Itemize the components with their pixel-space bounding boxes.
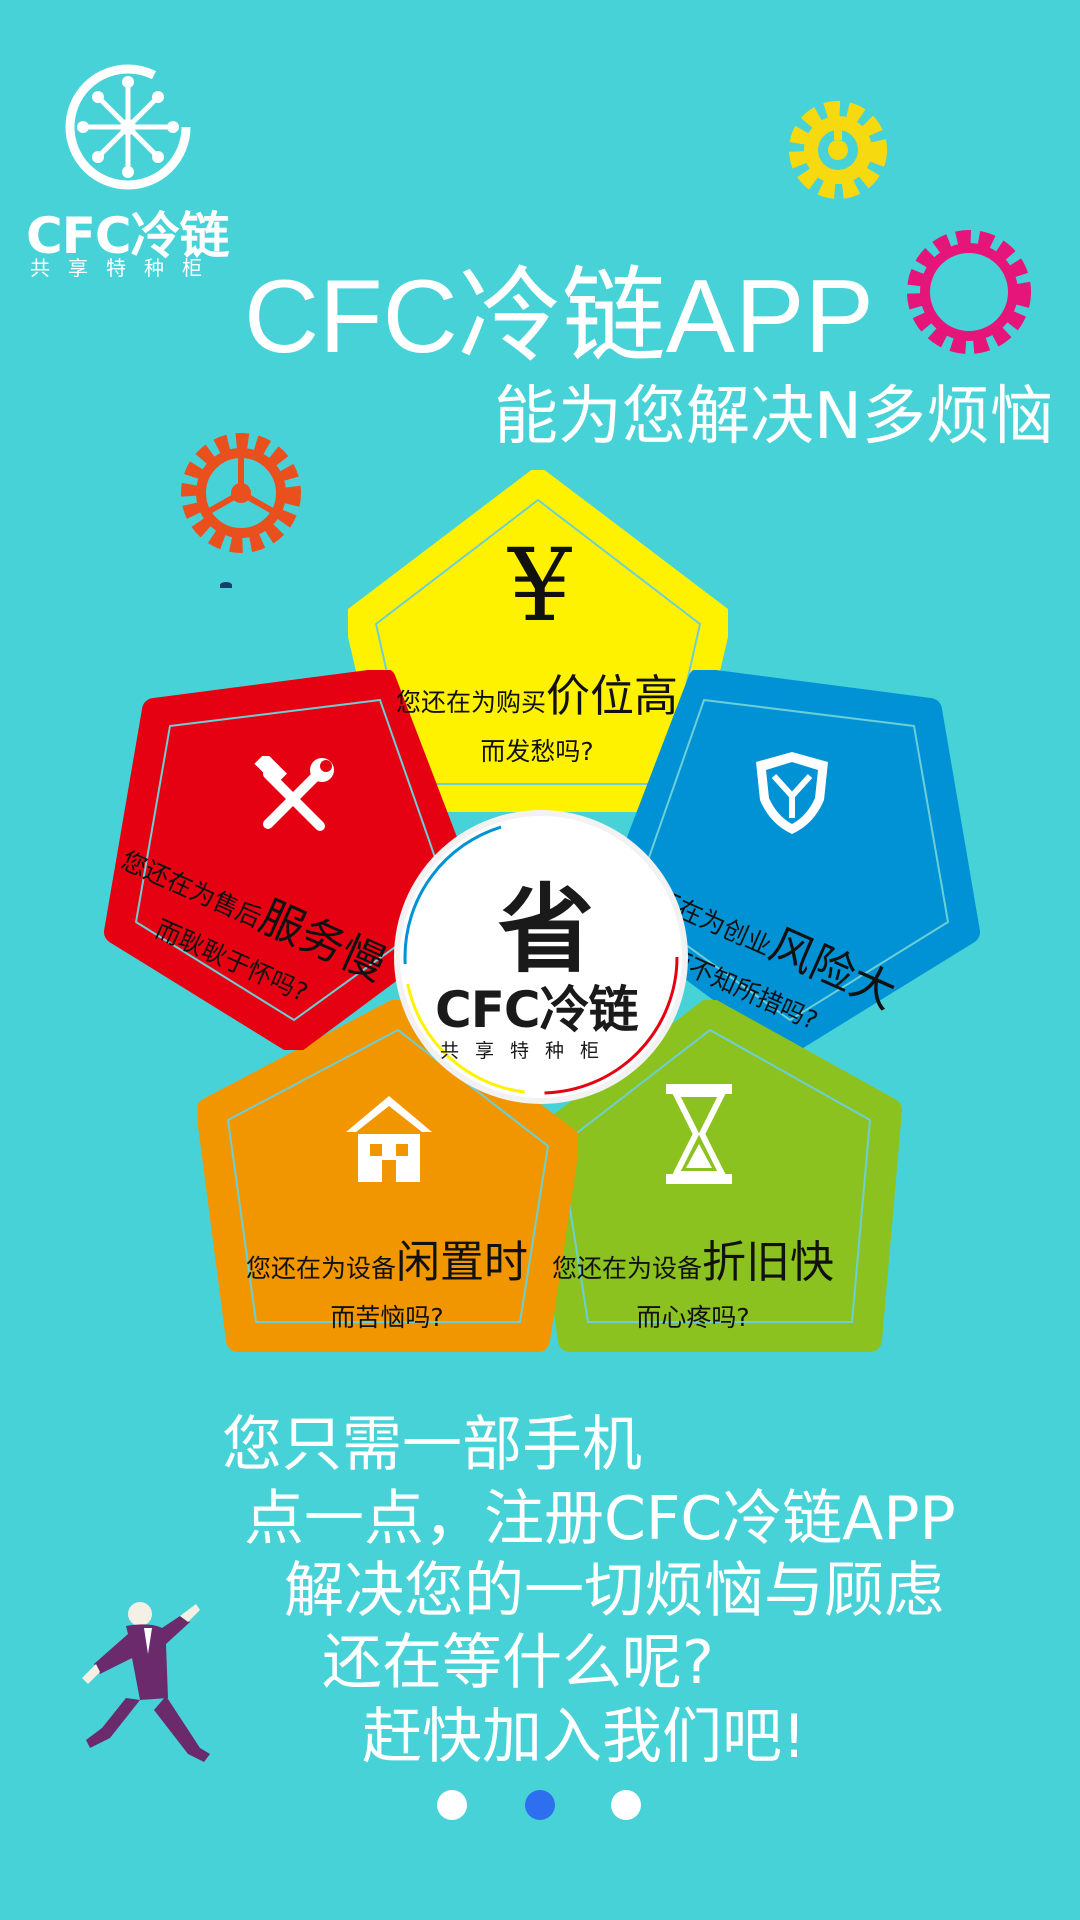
- center-brand: CFC冷链: [435, 981, 639, 1039]
- center-tagline: 共享特种柜: [440, 1040, 616, 1062]
- center-ring: [403, 819, 679, 1095]
- house-icon: [346, 1096, 432, 1182]
- yen-icon: ¥: [508, 527, 572, 644]
- page-subtitle: 能为您解决N多烦恼: [494, 380, 1054, 454]
- petal-depreciation-text: 您还在为设备折旧快 而心疼吗?: [552, 1237, 835, 1332]
- page-dot-1[interactable]: [437, 1790, 467, 1820]
- center-save-char: 省: [498, 874, 594, 986]
- tools-icon: [254, 756, 334, 831]
- brand-name: CFC冷链: [26, 207, 230, 265]
- shield-icon: [756, 752, 828, 834]
- small-mark: [220, 582, 232, 588]
- page-dot-2-active[interactable]: [525, 1790, 555, 1820]
- hourglass-icon: [666, 1084, 732, 1184]
- magenta-gear-icon: [907, 230, 1031, 354]
- body-line-3: 解决您的一切烦恼与顾虑: [284, 1556, 944, 1626]
- brand-tagline: 共享特种柜: [30, 256, 220, 280]
- yellow-gear-icon: [789, 101, 887, 199]
- center-badge: [400, 816, 682, 1098]
- brand-logo-icon: [65, 64, 191, 190]
- body-line-1: 您只需一部手机: [222, 1410, 642, 1480]
- running-man-icon: [82, 1602, 210, 1762]
- petal-price-text: 您还在为购买价位高 而发愁吗?: [396, 671, 679, 766]
- page-title: CFC冷链APP: [244, 259, 874, 375]
- petal-idle-text: 您还在为设备闲置时 而苦恼吗?: [246, 1237, 529, 1332]
- body-line-5: 赶快加入我们吧!: [362, 1702, 807, 1772]
- body-line-2: 点一点，注册CFC冷链APP: [244, 1484, 956, 1554]
- petal-price: [348, 470, 728, 812]
- body-line-4: 还在等什么呢?: [322, 1628, 714, 1698]
- page-dot-3[interactable]: [611, 1790, 641, 1820]
- orange-gear-icon: [181, 433, 301, 553]
